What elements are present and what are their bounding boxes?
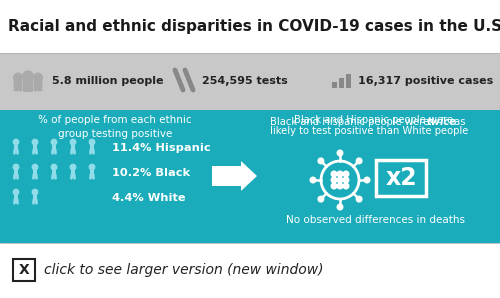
Circle shape [331, 171, 337, 177]
FancyBboxPatch shape [34, 79, 42, 91]
FancyBboxPatch shape [332, 82, 337, 88]
Circle shape [337, 204, 343, 210]
Text: 254,595 tests: 254,595 tests [202, 76, 288, 86]
FancyBboxPatch shape [90, 170, 94, 174]
FancyBboxPatch shape [346, 74, 351, 88]
Text: No observed differences in deaths: No observed differences in deaths [286, 215, 465, 225]
FancyBboxPatch shape [14, 79, 22, 91]
Text: Racial and ethnic disparities in COVID-19 cases in the U.S.: Racial and ethnic disparities in COVID-1… [8, 19, 500, 35]
Circle shape [343, 177, 349, 183]
Circle shape [13, 189, 19, 195]
Text: X: X [18, 263, 30, 277]
FancyBboxPatch shape [52, 145, 56, 150]
Circle shape [318, 196, 324, 202]
Text: Black and Hispanic people were: Black and Hispanic people were [270, 117, 432, 127]
FancyBboxPatch shape [14, 145, 18, 150]
FancyBboxPatch shape [33, 195, 37, 199]
Circle shape [337, 177, 343, 183]
Circle shape [23, 71, 33, 81]
Circle shape [318, 158, 324, 164]
FancyBboxPatch shape [0, 53, 500, 110]
Text: % of people from each ethnic
group testing positive: % of people from each ethnic group testi… [38, 115, 192, 139]
Circle shape [331, 177, 337, 183]
Circle shape [337, 171, 343, 177]
FancyBboxPatch shape [33, 145, 37, 150]
Text: 16,317 positive cases: 16,317 positive cases [358, 76, 493, 86]
Text: 11.4% Hispanic: 11.4% Hispanic [112, 143, 210, 153]
FancyBboxPatch shape [23, 78, 33, 92]
Circle shape [356, 158, 362, 164]
FancyBboxPatch shape [33, 170, 37, 174]
Circle shape [89, 139, 95, 145]
FancyBboxPatch shape [71, 145, 75, 150]
FancyBboxPatch shape [0, 243, 500, 298]
Circle shape [337, 183, 343, 189]
Text: click to see larger version (new window): click to see larger version (new window) [44, 263, 324, 277]
FancyBboxPatch shape [90, 145, 94, 150]
Text: Black and Hispanic people were: Black and Hispanic people were [294, 115, 456, 125]
Circle shape [343, 183, 349, 189]
Circle shape [32, 189, 38, 195]
Circle shape [310, 177, 316, 183]
FancyBboxPatch shape [0, 0, 500, 53]
Text: as: as [451, 117, 466, 127]
Circle shape [13, 139, 19, 145]
Circle shape [343, 171, 349, 177]
Circle shape [331, 183, 337, 189]
Circle shape [13, 164, 19, 170]
FancyBboxPatch shape [14, 195, 18, 199]
Circle shape [34, 73, 42, 82]
FancyBboxPatch shape [14, 170, 18, 174]
FancyBboxPatch shape [339, 78, 344, 88]
FancyBboxPatch shape [0, 110, 500, 243]
Circle shape [52, 139, 57, 145]
FancyArrow shape [212, 161, 257, 191]
Text: 4.4% White: 4.4% White [112, 193, 186, 203]
FancyBboxPatch shape [71, 170, 75, 174]
Circle shape [70, 139, 76, 145]
Circle shape [364, 177, 370, 183]
Circle shape [32, 164, 38, 170]
Circle shape [337, 150, 343, 156]
Text: twice: twice [427, 117, 457, 127]
Circle shape [14, 73, 22, 82]
Circle shape [70, 164, 76, 170]
Circle shape [32, 139, 38, 145]
Text: x2: x2 [385, 166, 417, 190]
Circle shape [89, 164, 95, 170]
Circle shape [356, 196, 362, 202]
FancyBboxPatch shape [52, 170, 56, 174]
Text: 10.2% Black: 10.2% Black [112, 168, 190, 178]
Circle shape [52, 164, 57, 170]
Text: 5.8 million people: 5.8 million people [52, 76, 164, 86]
Text: likely to test positive than White people: likely to test positive than White peopl… [270, 126, 468, 136]
